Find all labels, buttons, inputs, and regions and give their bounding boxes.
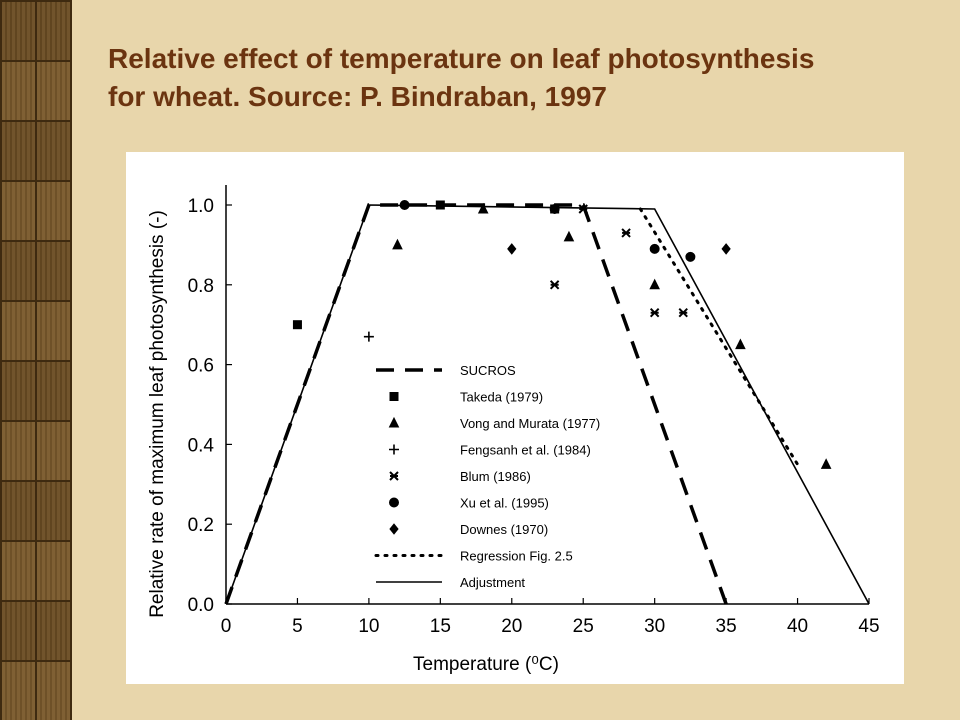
- data-point-circle: [399, 200, 410, 210]
- data-point-circle: [649, 243, 660, 254]
- data-point-triangle: [563, 230, 575, 242]
- legend-label: Vong and Murata (1977): [460, 416, 600, 431]
- data-point-star: [649, 308, 660, 318]
- series-line-0: [224, 203, 728, 605]
- x-tick-label: 40: [787, 616, 808, 637]
- x-tick-label: 25: [573, 616, 594, 637]
- data-point-circle: [549, 203, 560, 214]
- legend-swatch: [389, 497, 399, 508]
- x-axis-title: Temperature (⁰C): [413, 654, 559, 675]
- x-tick-label: 20: [501, 616, 522, 637]
- data-point-triangle: [735, 338, 746, 350]
- data-point-diamond: [507, 243, 517, 255]
- y-axis-title: Relative rate of maximum leaf photosynth…: [147, 210, 168, 618]
- legend-label: Xu et al. (1995): [460, 496, 549, 511]
- slide-title-line-1: Relative effect of temperature on leaf p…: [108, 43, 815, 74]
- data-point-triangle: [649, 278, 660, 290]
- legend-label: Fengsanh et al. (1984): [460, 443, 591, 458]
- y-tick-label: 0.6: [188, 356, 214, 377]
- data-point-star: [549, 280, 560, 290]
- x-tick-label: 35: [716, 616, 737, 637]
- slide-title-line-2: for wheat. Source: P. Bindraban, 1997: [108, 81, 607, 112]
- legend-swatch: [389, 523, 399, 535]
- series-lines: [224, 203, 870, 605]
- legend-label: SUCROS: [460, 363, 516, 378]
- figure-panel: 0 5 10 15 20 25 30 35 40 45 0.0 0.2 0.4 0.6 0.8 1.0 SUC…: [126, 152, 904, 684]
- legend-label: Downes (1970): [460, 522, 548, 537]
- x-tick-label: 15: [430, 616, 451, 637]
- y-tick-label: 0.8: [188, 276, 214, 297]
- data-point-triangle: [392, 238, 403, 250]
- y-tick-label: 0.4: [188, 435, 215, 456]
- y-tick-label: 0.2: [188, 515, 214, 536]
- data-point-diamond: [721, 243, 731, 255]
- legend-swatch: [389, 471, 399, 481]
- y-tick-label: 0.0: [188, 595, 214, 616]
- legend-swatch: [389, 444, 399, 455]
- legend-label: Blum (1986): [460, 469, 531, 484]
- data-point-triangle: [477, 202, 489, 214]
- data-point-star: [621, 228, 631, 238]
- decorative-side-bar: [0, 0, 72, 720]
- data-point-triangle: [820, 458, 832, 469]
- y-tick-label: 1.0: [188, 196, 214, 217]
- x-tick-label: 45: [858, 616, 879, 637]
- data-point-square: [292, 320, 302, 330]
- legend-label: Adjustment: [460, 575, 525, 590]
- series-markers: [292, 200, 832, 469]
- legend-swatch: [388, 416, 400, 428]
- data-point-star: [678, 308, 688, 318]
- legend-label: Regression Fig. 2.5: [460, 549, 573, 564]
- legend: SUCROS Takeda (1979) Vong and Murata (1977…: [374, 363, 600, 590]
- data-point-plus: [363, 331, 374, 342]
- x-tick-label: 0: [221, 616, 232, 637]
- photosynthesis-chart: 0 5 10 15 20 25 30 35 40 45 0.0 0.2 0.4 0.6 0.8 1.0 SUC…: [147, 185, 880, 675]
- legend-swatch: [389, 392, 399, 401]
- slide-title: Relative effect of temperature on leaf p…: [108, 40, 938, 116]
- data-point-square: [435, 200, 445, 210]
- x-tick-label: 30: [644, 616, 665, 637]
- series-line-8: [225, 204, 870, 605]
- x-tick-label: 5: [292, 616, 303, 637]
- x-tick-label: 10: [358, 616, 379, 637]
- data-point-star: [578, 204, 588, 214]
- legend-label: Takeda (1979): [460, 390, 543, 405]
- data-point-circle: [685, 251, 696, 262]
- axes: 0 5 10 15 20 25 30 35 40 45 0.0 0.2 0.4 0.6 0.8 1.0: [188, 185, 880, 637]
